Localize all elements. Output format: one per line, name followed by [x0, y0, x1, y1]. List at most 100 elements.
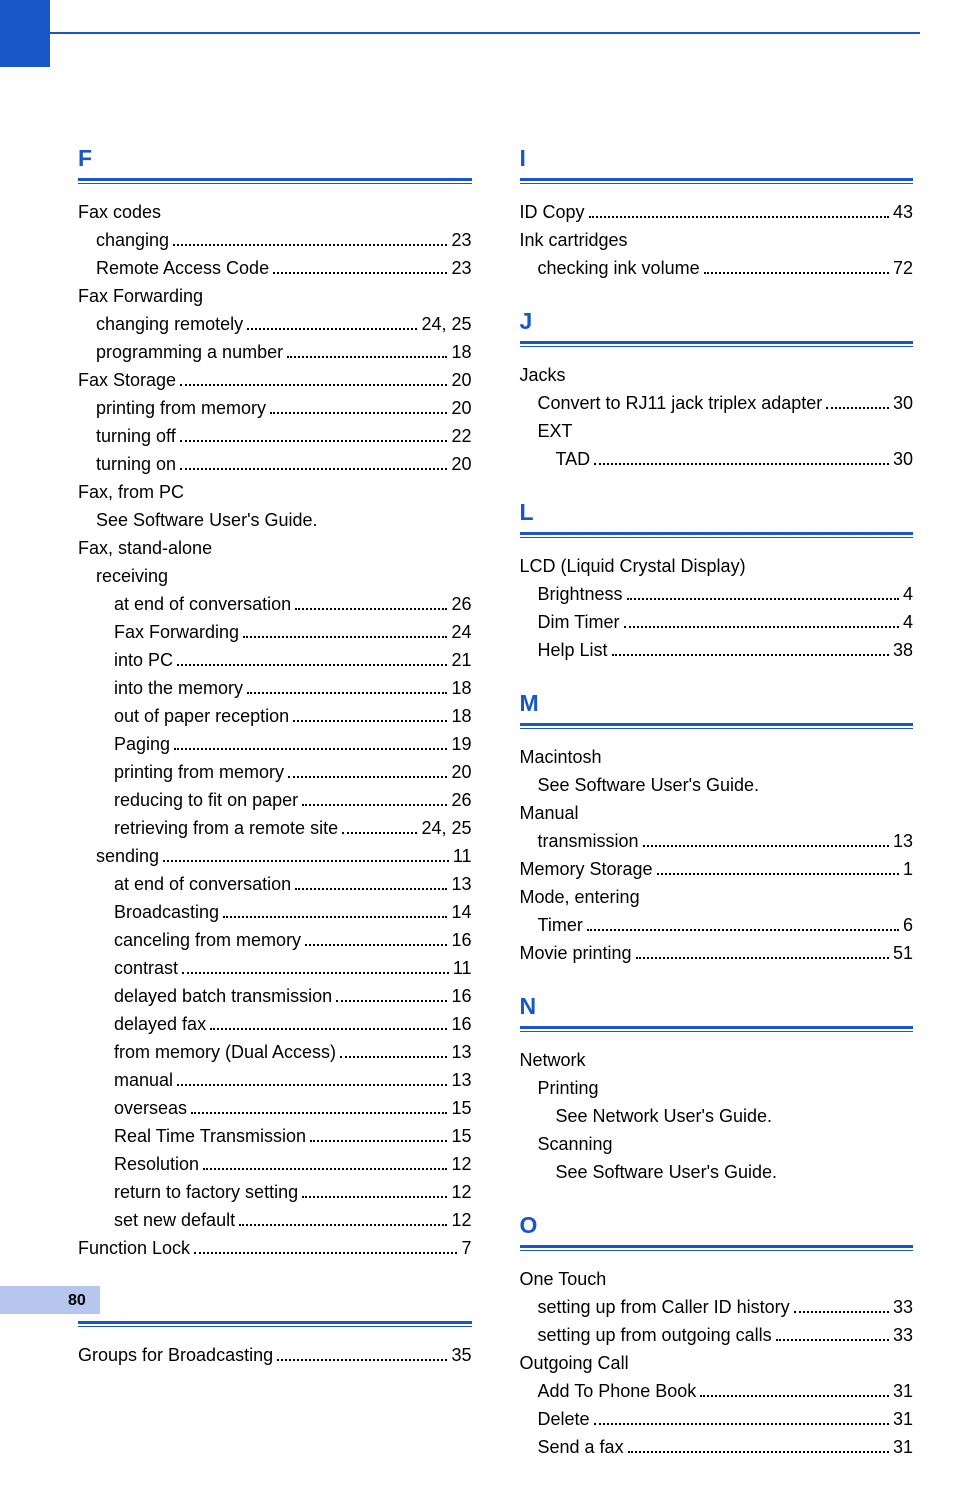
entry-page: 11 [453, 842, 472, 870]
page-number: 80 [68, 1292, 86, 1310]
leader-dots [180, 384, 447, 386]
heading-rule-thick [520, 1026, 914, 1029]
entry-label: Manual [520, 799, 579, 827]
index-entry: Delete31 [520, 1405, 914, 1433]
leader-dots [288, 776, 447, 778]
entry-label: Resolution [114, 1150, 199, 1178]
entry-label: Broadcasting [114, 898, 219, 926]
index-entry: sending 11 [78, 842, 472, 870]
index-entry: Fax Forwarding [78, 282, 472, 310]
letter-heading: N [520, 993, 914, 1020]
letter-heading: J [520, 308, 914, 335]
index-entry: TAD30 [520, 445, 914, 473]
entry-label: Printing [538, 1074, 599, 1102]
index-entry: retrieving from a remote site24, 25 [78, 814, 472, 842]
index-entry: Memory Storage1 [520, 855, 914, 883]
index-entry: checking ink volume72 [520, 254, 914, 282]
entry-label: Brightness [538, 580, 623, 608]
entry-label: sending [96, 842, 159, 870]
heading-rule-thick [78, 1321, 472, 1324]
heading-rule-thin [520, 346, 914, 347]
index-entry: manual13 [78, 1066, 472, 1094]
leader-dots [310, 1140, 447, 1142]
entry-label: setting up from outgoing calls [538, 1321, 772, 1349]
leader-dots [704, 272, 889, 274]
leader-dots [163, 860, 449, 862]
entry-page: 31 [893, 1433, 913, 1461]
entry-label: See Software User's Guide. [556, 1158, 778, 1186]
index-entry: See Software User's Guide. [520, 1158, 914, 1186]
entry-page: 33 [893, 1321, 913, 1349]
entry-label: LCD (Liquid Crystal Display) [520, 552, 746, 580]
entry-label: from memory (Dual Access) [114, 1038, 336, 1066]
index-entry: Fax, stand-alone [78, 534, 472, 562]
leader-dots [273, 272, 447, 274]
entry-page: 18 [451, 674, 471, 702]
entry-page: 16 [451, 926, 471, 954]
entry-page: 16 [451, 1010, 471, 1038]
entry-page: 18 [451, 338, 471, 366]
heading-rule-thin [78, 1326, 472, 1327]
leader-dots [223, 916, 447, 918]
letter-heading: G [78, 1288, 472, 1315]
entry-label: printing from memory [114, 758, 284, 786]
leader-dots [302, 804, 447, 806]
entry-page: 11 [453, 954, 472, 982]
entry-label: overseas [114, 1094, 187, 1122]
leader-dots [624, 626, 899, 628]
leader-dots [636, 957, 889, 959]
index-entry: Printing [520, 1074, 914, 1102]
entry-label: Scanning [538, 1130, 613, 1158]
leader-dots [628, 1451, 889, 1453]
index-entry: Ink cartridges [520, 226, 914, 254]
entry-page: 15 [451, 1094, 471, 1122]
entry-label: Help List [538, 636, 608, 664]
leader-dots [180, 468, 447, 470]
entry-label: Ink cartridges [520, 226, 628, 254]
entry-label: at end of conversation [114, 590, 291, 618]
entry-page: 26 [451, 786, 471, 814]
entry-label: Delete [538, 1405, 590, 1433]
index-entry: out of paper reception18 [78, 702, 472, 730]
entry-page: 24, 25 [421, 814, 471, 842]
index-entry: One Touch [520, 1265, 914, 1293]
heading-rule-thick [520, 532, 914, 535]
index-entry: Resolution12 [78, 1150, 472, 1178]
side-tab [0, 0, 50, 67]
entry-page: 33 [893, 1293, 913, 1321]
leader-dots [336, 1000, 447, 1002]
entry-page: 20 [451, 758, 471, 786]
entry-page: 72 [893, 254, 913, 282]
entry-page: 23 [451, 254, 471, 282]
leader-dots [643, 845, 889, 847]
leader-dots [295, 608, 447, 610]
index-entry: Fax Storage20 [78, 366, 472, 394]
entry-label: contrast [114, 954, 178, 982]
leader-dots [594, 463, 889, 465]
entry-label: Fax Forwarding [114, 618, 239, 646]
entry-page: 6 [903, 911, 913, 939]
entry-label: printing from memory [96, 394, 266, 422]
entry-label: Timer [538, 911, 583, 939]
index-entry: LCD (Liquid Crystal Display) [520, 552, 914, 580]
index-entry: Fax, from PC [78, 478, 472, 506]
letter-heading: L [520, 499, 914, 526]
entry-label: See Software User's Guide. [538, 771, 760, 799]
entry-page: 21 [451, 646, 471, 674]
heading-rule-thick [78, 178, 472, 181]
leader-dots [305, 944, 447, 946]
heading-rule-thin [520, 1250, 914, 1251]
index-entry: printing from memory20 [78, 394, 472, 422]
entry-page: 24, 25 [421, 310, 471, 338]
entry-page: 13 [893, 827, 913, 855]
entry-label: ID Copy [520, 198, 585, 226]
letter-heading: O [520, 1212, 914, 1239]
entry-page: 30 [893, 445, 913, 473]
leader-dots [182, 972, 449, 974]
entry-label: Add To Phone Book [538, 1377, 697, 1405]
heading-rule-thin [78, 183, 472, 184]
entry-page: 13 [451, 1066, 471, 1094]
index-entry: transmission13 [520, 827, 914, 855]
index-entry: Fax codes [78, 198, 472, 226]
index-entry: See Network User's Guide. [520, 1102, 914, 1130]
